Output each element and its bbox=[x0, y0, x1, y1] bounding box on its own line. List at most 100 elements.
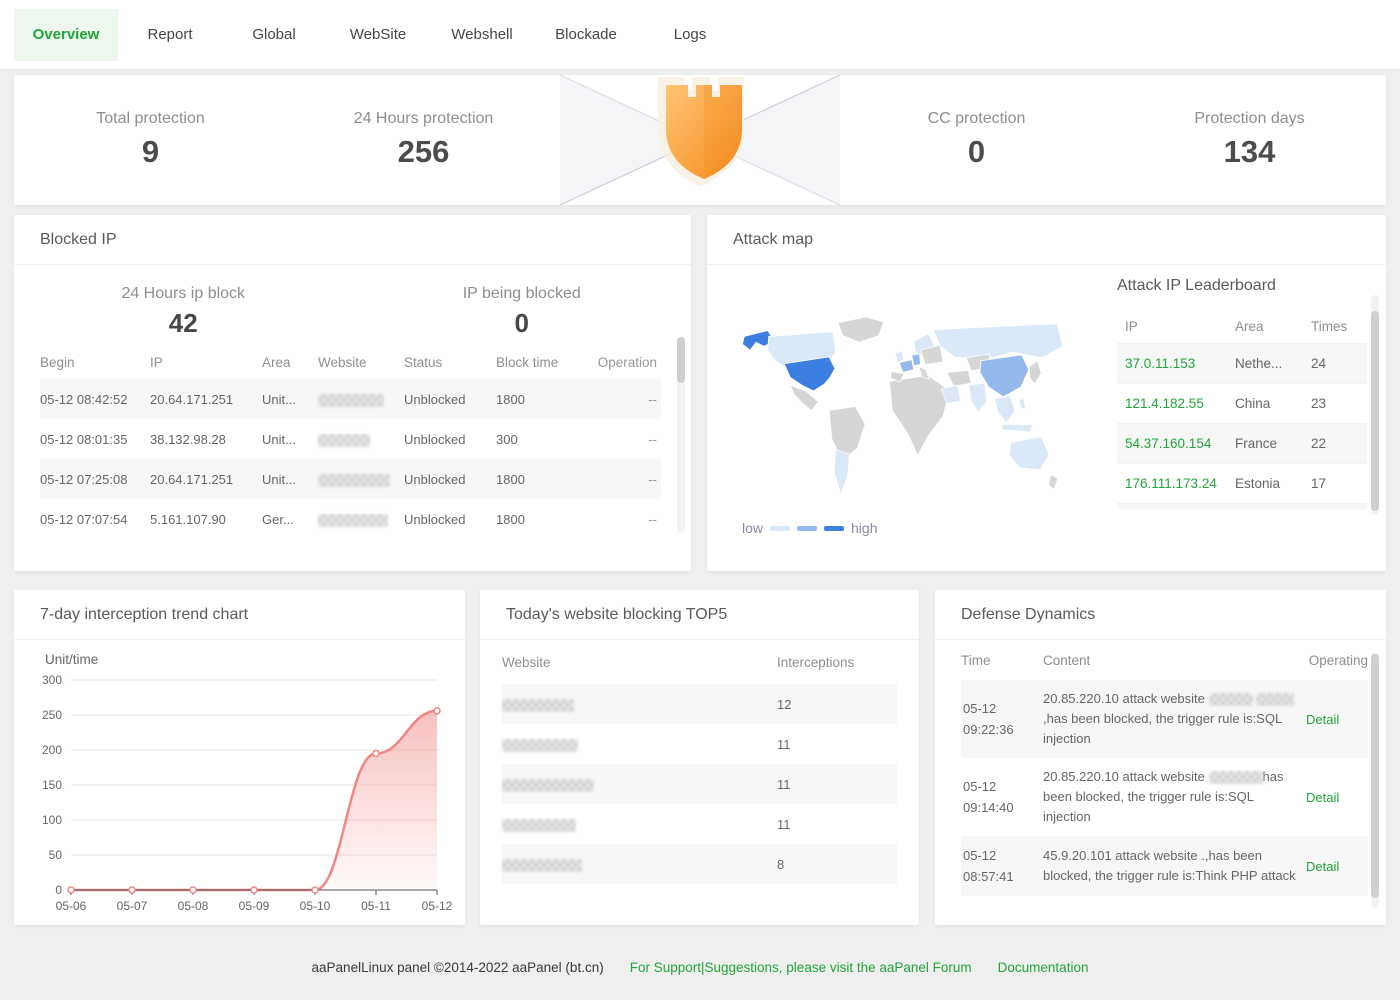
cell-operation: -- bbox=[648, 511, 657, 527]
cell-time: 05-12 08:57:41 bbox=[963, 848, 1014, 884]
scrollbar-thumb[interactable] bbox=[1371, 311, 1379, 511]
col-website: Website bbox=[318, 354, 367, 370]
detail-link[interactable]: Detail bbox=[1306, 858, 1340, 874]
col-ip: IP bbox=[1125, 318, 1138, 334]
col-block-time: Block time bbox=[496, 354, 559, 370]
cell-operation: -- bbox=[648, 391, 657, 407]
attacker-ip-link[interactable]: 54.37.160.154 bbox=[1125, 436, 1212, 451]
table-row: 05-12 08:42:52 20.64.171.251 Unit... Unb… bbox=[40, 379, 661, 419]
cell-status: Unblocked bbox=[404, 511, 466, 527]
leaderboard-row: 121.4.182.55 China 23 bbox=[1117, 383, 1367, 423]
col-content: Content bbox=[1043, 652, 1091, 668]
svg-text:05-12: 05-12 bbox=[422, 899, 453, 913]
tab-logs[interactable]: Logs bbox=[673, 26, 707, 43]
cell-operating: Detail bbox=[1306, 790, 1368, 805]
trend-chart-panel: 7-day interception trend chart Unit/time… bbox=[14, 590, 465, 925]
col-operating: Operating bbox=[1308, 652, 1368, 668]
stat-value: 42 bbox=[168, 308, 198, 338]
leaderboard-row: 54.37.160.154 France 22 bbox=[1117, 423, 1367, 463]
cell-interceptions: 8 bbox=[777, 856, 785, 872]
col-website: Website bbox=[502, 654, 551, 670]
cell-begin: 05-12 07:07:54 bbox=[40, 511, 128, 527]
col-operation: Operation bbox=[597, 354, 657, 370]
svg-text:05-08: 05-08 bbox=[178, 899, 209, 913]
svg-text:05-07: 05-07 bbox=[117, 899, 148, 913]
attacker-ip-link[interactable]: 121.4.182.55 bbox=[1125, 396, 1204, 411]
table-row: 05-12 09:14:40 20.85.220.10 attack websit… bbox=[961, 758, 1368, 836]
cell-website-redacted bbox=[318, 511, 404, 527]
shield-emblem bbox=[560, 75, 840, 205]
detail-link[interactable]: Detail bbox=[1306, 711, 1340, 727]
top5-table: Website Interceptions 12 11 11 11 8 bbox=[480, 640, 919, 884]
defense-dynamics-panel: Defense Dynamics Time Content Operating … bbox=[935, 590, 1386, 925]
cell-content: 20.85.220.10 attack website ,has been bl… bbox=[1043, 689, 1296, 749]
cell-ip: 20.64.171.251 bbox=[150, 471, 234, 487]
attacker-ip-link[interactable]: 176.111.173.24 bbox=[1125, 476, 1217, 491]
table-row: 05-12 09:22:36 20.85.220.10 attack websit… bbox=[961, 680, 1368, 758]
legend-chip-low bbox=[770, 525, 791, 531]
table-header-row: Time Content Operating bbox=[961, 640, 1368, 680]
table-header-row: Begin IP Area Website Status Block time … bbox=[40, 345, 661, 379]
scrollbar-thumb[interactable] bbox=[677, 337, 685, 383]
scrollbar-thumb[interactable] bbox=[1371, 654, 1379, 898]
shield-icon bbox=[560, 75, 840, 205]
cell-block-time: 1800 bbox=[496, 471, 525, 487]
col-begin: Begin bbox=[40, 354, 75, 370]
cell-website-redacted bbox=[502, 776, 777, 792]
cell-area: Unit... bbox=[262, 431, 296, 447]
top-tab-bar: Overview Report Global WebSite Webshell … bbox=[0, 0, 1400, 70]
scrollbar-track[interactable] bbox=[677, 337, 685, 533]
cell-website-redacted bbox=[318, 471, 404, 487]
svg-text:300: 300 bbox=[42, 673, 62, 687]
tab-blockade[interactable]: Blockade bbox=[555, 26, 617, 43]
tab-overview[interactable]: Overview bbox=[14, 8, 118, 61]
table-row: 05-12 08:57:41 45.9.20.101 attack website… bbox=[961, 836, 1368, 896]
panel-title: Today's website blocking TOP5 bbox=[480, 590, 919, 640]
cell-ip: 38.132.98.28 bbox=[150, 431, 226, 447]
forum-link[interactable]: For Support|Suggestions, please visit th… bbox=[629, 960, 972, 975]
panel-title: 7-day interception trend chart bbox=[14, 590, 465, 640]
footer: aaPanelLinux panel ©2014-2022 aaPanel (b… bbox=[0, 960, 1400, 975]
leaderboard-row: 176.111.173.24 Estonia 17 bbox=[1117, 463, 1367, 503]
cell-area: China bbox=[1235, 396, 1271, 411]
stat-value: 9 bbox=[141, 134, 160, 169]
cell-block-time: 1800 bbox=[496, 511, 525, 527]
table-row: 8 bbox=[502, 844, 897, 884]
tab-global[interactable]: Global bbox=[252, 26, 296, 43]
svg-text:250: 250 bbox=[42, 708, 62, 722]
legend-chip-high bbox=[824, 525, 845, 531]
svg-text:50: 50 bbox=[49, 848, 63, 862]
blocked-ip-table: Begin IP Area Website Status Block time … bbox=[14, 339, 691, 539]
cell-website-redacted bbox=[502, 816, 777, 832]
stat-label: 24 Hours ip block bbox=[121, 285, 246, 302]
stat-total-protection: Total protection 9 bbox=[14, 75, 287, 205]
tab-webshell[interactable]: Webshell bbox=[451, 26, 513, 43]
col-ip: IP bbox=[150, 354, 163, 370]
cell-block-time: 1800 bbox=[496, 391, 525, 407]
detail-link[interactable]: Detail bbox=[1306, 789, 1340, 805]
documentation-link[interactable]: Documentation bbox=[997, 960, 1089, 975]
cell-status: Unblocked bbox=[404, 391, 466, 407]
cell-website-redacted bbox=[318, 391, 404, 407]
attacker-ip-link[interactable]: 37.0.11.153 bbox=[1125, 356, 1196, 371]
attack-map-panel: Attack map bbox=[707, 215, 1386, 571]
panel-title: Defense Dynamics bbox=[935, 590, 1386, 640]
svg-text:0: 0 bbox=[55, 883, 62, 897]
stat-ip-being-blocked: IP being blocked 0 bbox=[353, 285, 692, 339]
cell-area: Unit... bbox=[262, 471, 296, 487]
stat-label: Total protection bbox=[96, 110, 205, 127]
svg-text:05-06: 05-06 bbox=[56, 899, 87, 913]
stat-label: 24 Hours protection bbox=[353, 110, 494, 127]
table-row: 11 bbox=[502, 764, 897, 804]
world-map-svg bbox=[742, 316, 1064, 495]
defense-table: Time Content Operating 05-12 09:22:36 20.… bbox=[935, 640, 1386, 896]
tab-report[interactable]: Report bbox=[147, 26, 193, 43]
attack-ip-leaderboard: Attack IP Leaderboard IP Area Times 37.0… bbox=[1117, 277, 1367, 509]
legend-chip-mid bbox=[797, 525, 818, 531]
cell-website-redacted bbox=[502, 736, 777, 752]
map-legend: low high bbox=[742, 520, 877, 536]
blocked-ip-stats: 24 Hours ip block 42 IP being blocked 0 bbox=[14, 265, 691, 339]
svg-text:100: 100 bbox=[42, 813, 62, 827]
tab-website[interactable]: WebSite bbox=[349, 26, 407, 43]
cell-operating: Detail bbox=[1306, 712, 1368, 727]
